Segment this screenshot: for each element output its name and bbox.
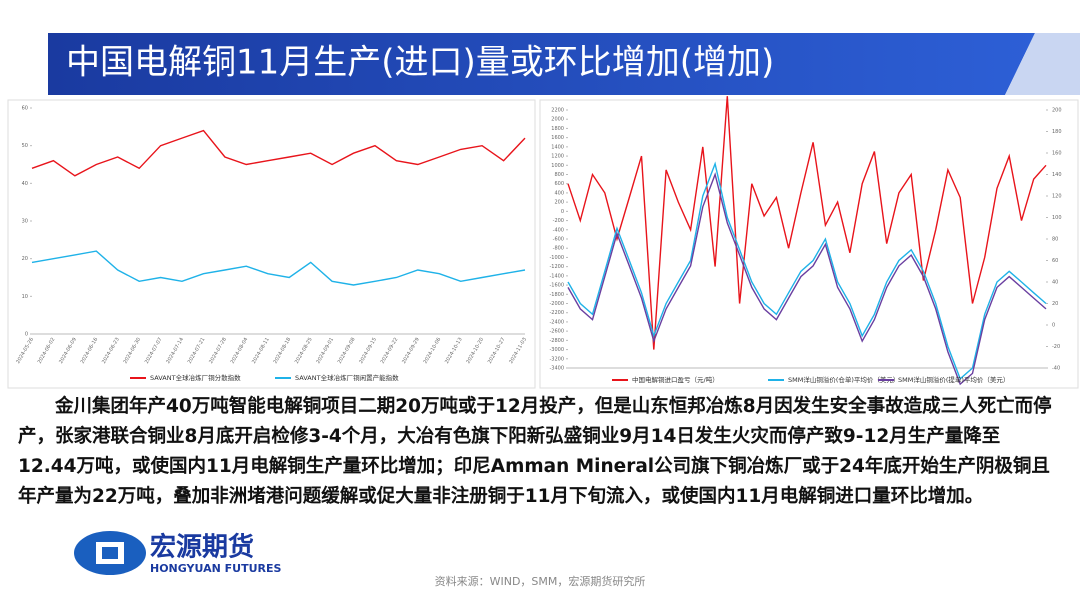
y-tick-label: 1400 (551, 144, 564, 150)
y-tick-label: 600 (554, 181, 564, 187)
y-tick-label: -200 (553, 218, 564, 224)
y-tick-label: 400 (554, 190, 564, 196)
y-tick-label: -2800 (549, 338, 564, 344)
legend-label: SMM洋山铜溢价(仓单)平均价（美元） (788, 375, 899, 384)
y-tick-label: -1400 (549, 273, 564, 279)
y2-tick-label: 20 (1052, 301, 1058, 307)
y2-tick-label: -40 (1052, 366, 1060, 372)
line (567, 96, 1047, 350)
logo-mark (102, 547, 118, 559)
chart-frame (539, 99, 1079, 389)
slide-title: 中国电解铜11月生产(进口)量或环比增加(增加) (66, 43, 774, 83)
y-tick-label: 30 (22, 219, 28, 225)
y2-tick-label: 80 (1052, 237, 1058, 243)
source: 资料来源：WIND，SMM，宏源期货研究所 (435, 574, 646, 588)
y-tick-label: 10 (22, 294, 28, 300)
y2-tick-label: 200 (1052, 108, 1062, 114)
y-tick-label: -2400 (549, 319, 564, 325)
y-tick-label: 50 (22, 143, 28, 149)
y2-tick-label: 100 (1052, 215, 1062, 221)
y2-tick-label: 140 (1052, 172, 1062, 178)
y-tick-label: 1200 (551, 154, 564, 160)
y2-tick-label: 160 (1052, 151, 1062, 157)
y-tick-label: 40 (22, 181, 28, 187)
y-tick-label: -800 (553, 246, 564, 252)
y-tick-label: -3000 (549, 347, 564, 353)
y-tick-label: 2200 (551, 108, 564, 114)
y-tick-label: 200 (554, 200, 564, 206)
body-text: 金川集团年产40万吨智能电解铜项目二期20万吨或于12月投产，但是山东恒邦冶炼8… (18, 396, 1052, 507)
title-accent (1005, 33, 1080, 95)
y2-tick-label: 0 (1052, 323, 1055, 329)
y2-tick-label: 180 (1052, 129, 1062, 135)
y-tick-label: -1800 (549, 292, 564, 298)
y-tick-label: -600 (553, 237, 564, 243)
y2-tick-label: 40 (1052, 280, 1058, 286)
y-tick-label: -1600 (549, 283, 564, 289)
line (567, 161, 1047, 380)
line (567, 172, 1047, 386)
line (31, 129, 526, 177)
y-tick-label: -2200 (549, 310, 564, 316)
y2-tick-label: 60 (1052, 258, 1058, 264)
y-tick-label: -1200 (549, 264, 564, 270)
y-tick-label: 800 (554, 172, 564, 178)
y-tick-label: -2600 (549, 329, 564, 335)
legend-label: SAVANT全球冶炼厂铜闲置产能指数 (295, 373, 399, 382)
y-tick-label: -3400 (549, 366, 564, 372)
logo: 宏源期货 HONGYUAN FUTURES (74, 531, 282, 575)
y-tick-label: -400 (553, 227, 564, 233)
y-tick-label: 20 (22, 256, 28, 262)
chart-frame (7, 99, 536, 389)
title-bar (48, 33, 1035, 95)
y-tick-label: 0 (561, 209, 564, 215)
line (31, 250, 526, 286)
legend-label: SAVANT全球冶炼厂铜分散指数 (150, 373, 241, 382)
legend-label: SMM洋山铜溢价(提单)平均价（美元） (898, 375, 1009, 384)
y2-tick-label: 120 (1052, 194, 1062, 200)
y-tick-label: -2000 (549, 301, 564, 307)
y-tick-label: -3200 (549, 356, 564, 362)
y-tick-label: 60 (22, 106, 28, 112)
y-tick-label: 0 (25, 332, 28, 338)
y2-tick-label: -20 (1052, 344, 1060, 350)
logo-english: HONGYUAN FUTURES (150, 562, 282, 575)
logo-name: 宏源期货 (150, 532, 254, 563)
y-tick-label: 1600 (551, 135, 564, 141)
y-tick-label: 1000 (551, 163, 564, 169)
y-tick-label: -1000 (549, 255, 564, 261)
y-tick-label: 1800 (551, 126, 564, 132)
y-tick-label: 2000 (551, 117, 564, 123)
legend-label: 中国电解铜进口盈亏（元/吨） (632, 375, 719, 384)
